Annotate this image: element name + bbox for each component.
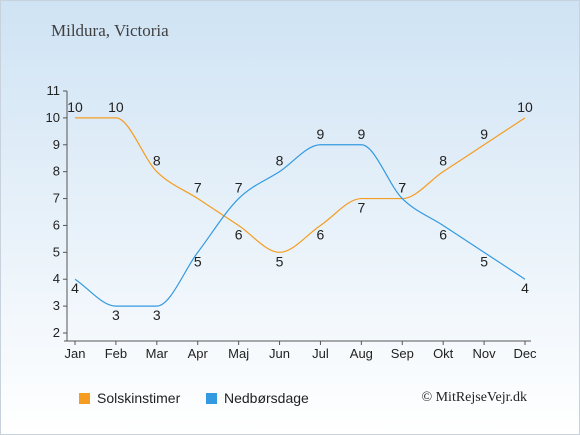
data-label: 5: [480, 253, 488, 269]
legend-item-sun: Solskinstimer: [79, 390, 180, 406]
legend-item-rain: Nedbørsdage: [206, 390, 309, 406]
x-tick-label: Feb: [105, 346, 127, 361]
legend-label-sun: Solskinstimer: [97, 390, 181, 406]
x-tick-label: Mar: [146, 346, 169, 361]
credit-text: © MitRejseVejr.dk: [421, 390, 527, 405]
x-tick-label: Maj: [228, 346, 249, 361]
data-label: 10: [108, 99, 124, 115]
y-tick-label: 4: [53, 271, 60, 286]
y-tick-label: 8: [53, 164, 60, 179]
y-tick-label: 3: [53, 298, 60, 313]
legend-label-rain: Nedbørsdage: [224, 390, 309, 406]
data-label: 4: [521, 280, 529, 296]
data-label: 3: [112, 307, 120, 323]
series-line-1: [74, 144, 526, 307]
data-label: 10: [67, 99, 83, 115]
legend-swatch-sun: [79, 392, 90, 404]
data-label: 8: [153, 153, 161, 169]
data-label: 6: [235, 226, 243, 242]
y-tick-label: 11: [47, 83, 61, 98]
x-tick-label: Nov: [473, 346, 497, 361]
y-tick-label: 7: [53, 191, 60, 206]
y-tick-label: 9: [53, 137, 60, 152]
x-tick-label: Sep: [391, 346, 414, 361]
data-label: 7: [235, 180, 243, 196]
data-label: 7: [194, 180, 202, 196]
x-tick-label: Okt: [433, 346, 454, 361]
data-label: 10: [517, 99, 533, 115]
data-label: 8: [439, 153, 447, 169]
y-tick-label: 5: [53, 244, 60, 259]
data-label: 6: [317, 226, 325, 242]
data-label: 5: [276, 253, 284, 269]
x-tick-label: Apr: [188, 346, 209, 361]
y-tick-label: 10: [46, 110, 60, 125]
x-tick-label: Jun: [269, 346, 290, 361]
data-label: 5: [194, 253, 202, 269]
data-label: 9: [480, 126, 488, 142]
x-tick-label: Jan: [65, 346, 86, 361]
data-label: 9: [357, 126, 365, 142]
legend-swatch-rain: [206, 392, 217, 404]
chart-title: Mildura, Victoria: [51, 21, 169, 40]
data-label: 7: [357, 200, 365, 216]
data-label: 9: [317, 126, 325, 142]
data-label: 4: [71, 280, 79, 296]
data-label: 6: [439, 226, 447, 242]
data-label: 7: [398, 180, 406, 196]
data-label: 3: [153, 307, 161, 323]
y-tick-label: 2: [53, 325, 60, 340]
x-tick-label: Aug: [350, 346, 373, 361]
x-tick-label: Dec: [513, 346, 537, 361]
data-label: 7: [398, 180, 406, 196]
series-line-0: [75, 117, 526, 253]
x-tick-label: Jul: [312, 346, 329, 361]
data-label: 8: [276, 153, 284, 169]
y-tick-label: 6: [53, 217, 60, 232]
